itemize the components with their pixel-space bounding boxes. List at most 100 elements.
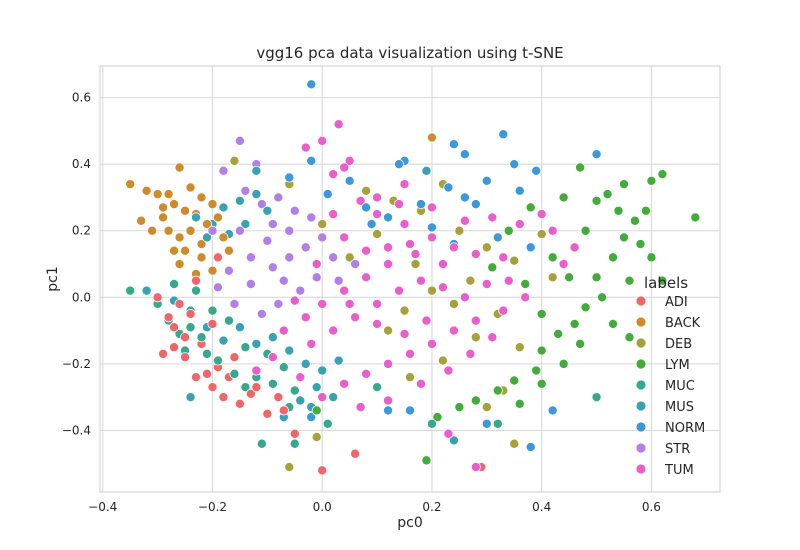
data-point-lym	[646, 175, 657, 186]
data-point-adi	[278, 405, 289, 416]
data-point-tum	[339, 378, 350, 389]
data-point-deb	[284, 462, 295, 473]
data-point-norm	[481, 418, 492, 429]
data-point-tum	[448, 242, 459, 253]
data-point-mus	[421, 165, 432, 176]
y-axis-ticks: −0.4 −0.2 0.0 0.2 0.4 0.6	[62, 91, 91, 438]
data-point-mus	[234, 322, 245, 333]
x-tick-label: 0.2	[422, 500, 441, 514]
data-point-tum	[459, 292, 470, 303]
data-point-adi	[229, 352, 240, 363]
legend-label: MUS	[665, 400, 694, 415]
data-point-norm	[509, 159, 520, 170]
data-point-tum	[459, 215, 470, 226]
data-point-tum	[328, 325, 339, 336]
data-point-tum	[383, 242, 394, 253]
data-point-adi	[218, 392, 229, 403]
data-point-lym	[613, 205, 624, 216]
data-point-tum	[278, 325, 289, 336]
data-point-adi	[212, 252, 223, 263]
data-point-muc	[223, 315, 234, 326]
data-point-adi	[262, 408, 273, 419]
data-point-tum	[344, 298, 355, 309]
data-point-str	[295, 285, 306, 296]
data-point-muc	[267, 378, 278, 389]
data-point-muc	[191, 285, 202, 296]
data-point-lym	[575, 338, 586, 349]
data-points	[125, 79, 701, 476]
data-point-deb	[509, 255, 520, 266]
data-point-tum	[448, 325, 459, 336]
data-point-lym	[629, 215, 640, 226]
legend-label: ADI	[665, 295, 688, 310]
y-tick-label: −0.4	[62, 423, 91, 437]
data-point-adi	[207, 318, 218, 329]
data-point-back	[147, 225, 158, 236]
data-point-tum	[426, 232, 437, 243]
data-point-muc	[201, 348, 212, 359]
data-point-back	[212, 212, 223, 223]
data-point-lym	[558, 192, 569, 203]
data-point-tum	[317, 298, 328, 309]
data-point-lym	[503, 225, 514, 236]
data-point-str	[328, 252, 339, 263]
data-point-adi	[207, 382, 218, 393]
data-point-back	[125, 179, 136, 190]
data-point-adi	[180, 332, 191, 343]
data-point-lym	[608, 318, 619, 329]
data-point-tum	[470, 315, 481, 326]
legend-marker	[635, 316, 647, 328]
data-point-norm	[448, 139, 459, 150]
data-point-lym	[311, 405, 322, 416]
data-point-tum	[339, 232, 350, 243]
data-point-back	[185, 182, 196, 193]
data-point-deb	[311, 432, 322, 443]
data-point-muc	[240, 342, 251, 353]
data-point-muc	[229, 368, 240, 379]
data-point-norm	[306, 79, 317, 90]
data-point-adi	[350, 448, 361, 459]
data-point-lym	[624, 275, 635, 286]
data-point-tum	[404, 348, 415, 359]
data-point-tum	[361, 272, 372, 283]
data-point-tum	[328, 209, 339, 220]
data-point-norm	[361, 202, 372, 213]
y-tick-label: 0.4	[72, 157, 91, 171]
data-point-tum	[394, 199, 405, 210]
data-point-back	[169, 245, 180, 256]
data-point-adi	[174, 298, 185, 309]
data-point-tum	[251, 365, 262, 376]
data-point-norm	[344, 175, 355, 186]
data-point-norm	[459, 149, 470, 160]
data-point-lym	[487, 262, 498, 273]
data-point-tum	[487, 212, 498, 223]
data-point-str	[267, 219, 278, 230]
data-point-adi	[152, 292, 163, 303]
legend-marker	[635, 463, 647, 475]
data-point-lym	[564, 272, 575, 283]
data-point-adi	[185, 308, 196, 319]
data-point-mus	[300, 358, 311, 369]
data-point-adi	[191, 275, 202, 286]
data-point-lym	[432, 412, 443, 423]
data-point-mus	[251, 338, 262, 349]
data-point-norm	[415, 199, 426, 210]
data-point-tum	[399, 328, 410, 339]
data-point-norm	[492, 232, 503, 243]
data-point-lym	[618, 232, 629, 243]
data-point-norm	[470, 199, 481, 210]
data-point-deb	[470, 332, 481, 343]
data-point-tum	[487, 332, 498, 343]
data-point-mus	[284, 345, 295, 356]
data-point-tum	[344, 155, 355, 166]
data-point-lym	[536, 308, 547, 319]
data-point-tum	[547, 225, 558, 236]
x-tick-label: 0.6	[642, 500, 661, 514]
legend-label: DEB	[665, 337, 692, 352]
data-point-tum	[481, 278, 492, 289]
data-point-mus	[262, 205, 273, 216]
data-point-str	[212, 282, 223, 293]
data-point-lym	[657, 275, 668, 286]
data-point-tum	[443, 365, 454, 376]
data-point-adi	[317, 465, 328, 476]
